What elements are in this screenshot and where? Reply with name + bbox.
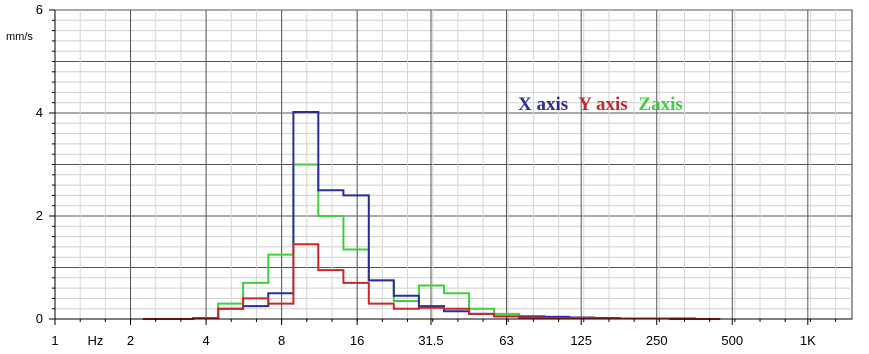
- x-tick-label: 125: [570, 333, 592, 348]
- y-tick-label: 6: [36, 2, 43, 17]
- x-tick-label: 1: [51, 333, 58, 348]
- legend-x-axis: X axis: [518, 94, 568, 115]
- series-line-y-axis: [142, 243, 721, 320]
- x-tick-label: 250: [646, 333, 668, 348]
- legend-z-axis: Zaxis: [638, 94, 682, 115]
- grid: [54, 9, 853, 320]
- x-tick-label: 63: [499, 333, 513, 348]
- axes: 1 Hz 2 4 8 16 31.5 63 125 250 500 1K 0 2 4 6: [36, 2, 852, 348]
- y-tick-label: 0: [36, 311, 43, 326]
- x-tick-label: 4: [202, 333, 209, 348]
- x-tick-label: 1K: [800, 333, 816, 348]
- y-tick-label: 4: [36, 105, 43, 120]
- x-tick-label: 8: [278, 333, 285, 348]
- x-tick-label: Hz: [88, 333, 104, 348]
- legend: X axis Y axis Zaxis: [518, 94, 683, 115]
- y-axis-unit-label: mm/s: [6, 31, 33, 43]
- x-tick-label: 500: [721, 333, 743, 348]
- y-tick-label: 2: [36, 208, 43, 223]
- x-tick-label: 31.5: [418, 333, 443, 348]
- x-tick-label: 2: [127, 333, 134, 348]
- series-lines: [142, 111, 721, 320]
- x-tick-label: 16: [350, 333, 364, 348]
- legend-y-axis: Y axis: [578, 94, 627, 115]
